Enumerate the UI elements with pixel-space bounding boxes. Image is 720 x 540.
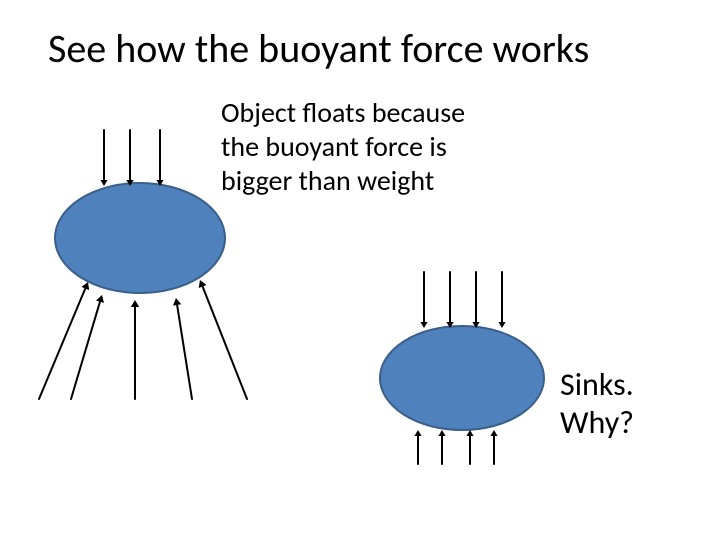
caption-floats: Object floats becausethe buoyant force i… (221, 96, 465, 198)
arrow-buoyant-left-2 (131, 300, 139, 399)
caption-line: Object floats because (221, 96, 465, 130)
arrow-weight-right-1 (446, 272, 453, 328)
arrow-weight-right-2 (472, 272, 479, 328)
ellipse-floats (55, 183, 225, 293)
arrow-buoyant-left-1 (71, 295, 104, 399)
caption-sinks: Sinks.Why? (560, 366, 634, 442)
arrow-weight-left-1 (126, 130, 133, 186)
arrow-buoyant-right-2 (466, 430, 473, 464)
arrow-weight-left-0 (100, 130, 107, 186)
caption-line: Sinks. (560, 366, 634, 404)
page-title: See how the buoyant force works (48, 24, 589, 73)
arrow-buoyant-left-0 (39, 282, 89, 399)
caption-line: bigger than weight (221, 164, 465, 198)
caption-line: the buoyant force is (221, 130, 465, 164)
arrow-buoyant-right-0 (414, 430, 421, 464)
arrow-weight-right-3 (498, 272, 505, 328)
arrow-buoyant-left-3 (173, 298, 192, 399)
ellipse-sinks (380, 326, 544, 430)
arrow-buoyant-right-1 (438, 430, 445, 464)
arrow-weight-right-0 (420, 272, 427, 328)
arrow-weight-left-2 (156, 130, 163, 186)
arrow-buoyant-left-4 (199, 280, 247, 399)
caption-line: Why? (560, 404, 634, 442)
arrow-buoyant-right-3 (490, 430, 497, 464)
diagram-stage (0, 0, 720, 540)
